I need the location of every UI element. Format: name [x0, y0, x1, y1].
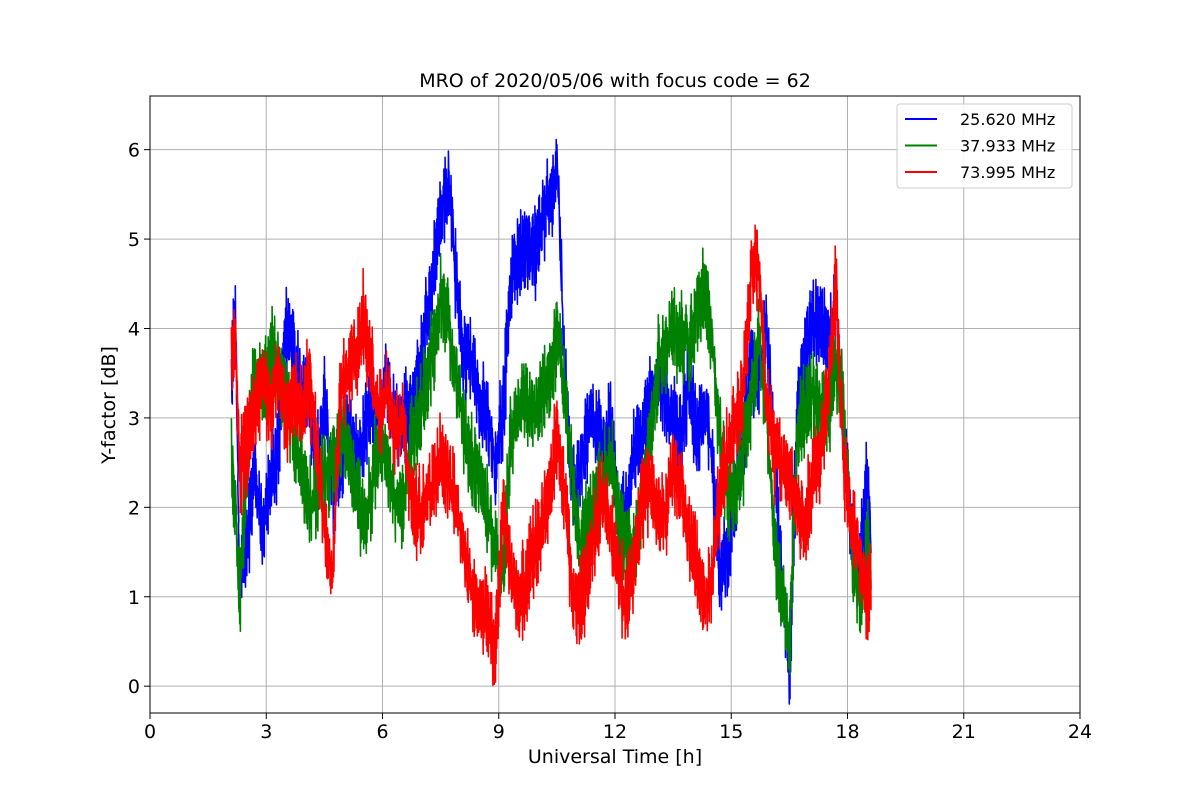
series-lines [230, 138, 872, 705]
x-axis-label: Universal Time [h] [528, 746, 702, 768]
series-line-0 [230, 138, 872, 705]
x-tick-label: 21 [952, 721, 976, 743]
x-tick-label: 0 [144, 721, 156, 743]
x-tick-label: 24 [1068, 721, 1092, 743]
y-tick-label: 4 [128, 318, 140, 340]
legend-box [896, 103, 1073, 189]
x-tick-label: 18 [835, 721, 859, 743]
legend: 25.620 MHz 37.933 MHz 73.995 MHz [896, 103, 1073, 189]
x-tick-label: 9 [493, 721, 505, 743]
x-tick-label: 15 [719, 721, 743, 743]
x-tick-label: 6 [376, 721, 388, 743]
series-line-2 [230, 224, 872, 687]
legend-entry: 25.620 MHz [960, 110, 1055, 129]
y-tick-label: 6 [128, 140, 140, 162]
y-tick-label: 1 [128, 587, 140, 609]
y-tick-label: 0 [128, 676, 140, 698]
y-axis-label: Y-factor [dB] [98, 346, 120, 465]
chart-title: MRO of 2020/05/06 with focus code = 62 [419, 70, 811, 92]
y-tick-label: 3 [128, 408, 140, 430]
x-tick-label: 3 [260, 721, 272, 743]
y-tick-label: 5 [128, 229, 140, 251]
x-tick-label: 12 [603, 721, 627, 743]
legend-entry: 73.995 MHz [960, 163, 1055, 182]
y-tick-label: 2 [128, 497, 140, 519]
legend-entry: 37.933 MHz [960, 137, 1055, 156]
